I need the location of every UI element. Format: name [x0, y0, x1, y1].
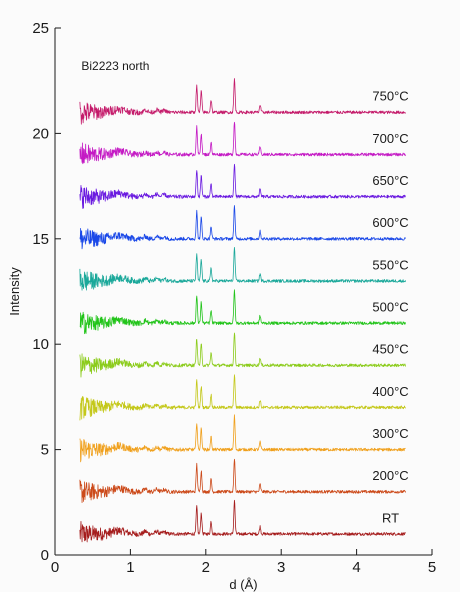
trace-750c	[79, 78, 406, 125]
y-tick-label: 15	[32, 231, 49, 248]
trace-700c	[79, 121, 406, 165]
x-tick-label: 2	[202, 559, 210, 576]
x-tick-label: 3	[277, 559, 285, 576]
series-label: 700°C	[372, 131, 408, 146]
series-label: 450°C	[372, 342, 408, 357]
series-label: 500°C	[372, 300, 408, 315]
chart-annotation: Bi2223 north	[81, 59, 149, 73]
series-label: 400°C	[372, 384, 408, 399]
series-label: 650°C	[372, 173, 408, 188]
trace-rt	[79, 499, 406, 543]
y-tick-label: 20	[32, 125, 49, 142]
axes	[54, 28, 432, 556]
series-label: 600°C	[372, 215, 408, 230]
trace-500c	[79, 289, 406, 335]
traces	[79, 78, 406, 543]
trace-600c	[79, 205, 406, 250]
trace-300c	[79, 414, 406, 463]
y-tick-label: 5	[41, 442, 49, 459]
series-label: 550°C	[372, 257, 408, 272]
x-tick-label: 1	[126, 559, 134, 576]
series-label: RT	[382, 510, 399, 525]
trace-200c	[79, 458, 406, 503]
y-tick-label: 0	[41, 547, 49, 564]
x-tick-label: 0	[51, 559, 59, 576]
x-tick-label: 5	[428, 559, 436, 576]
ticks: 0 1 2 3 4 5 0 5 10 15 20 25	[32, 20, 436, 576]
y-axis-label: Intensity	[7, 267, 22, 316]
trace-450c	[79, 332, 406, 378]
x-axis-label: d (Å)	[229, 577, 257, 592]
x-tick-label: 4	[352, 559, 360, 576]
series-labels: RT 200°C 300°C 400°C 450°C 500°C 550°C 600°C 650…	[372, 89, 408, 526]
y-tick-label: 25	[32, 20, 49, 37]
trace-650c	[79, 163, 406, 209]
trace-550c	[79, 246, 406, 291]
trace-400c	[79, 374, 406, 421]
y-tick-label: 10	[32, 336, 49, 353]
series-label: 750°C	[372, 89, 408, 104]
series-label: 300°C	[372, 426, 408, 441]
series-label: 200°C	[372, 468, 408, 483]
